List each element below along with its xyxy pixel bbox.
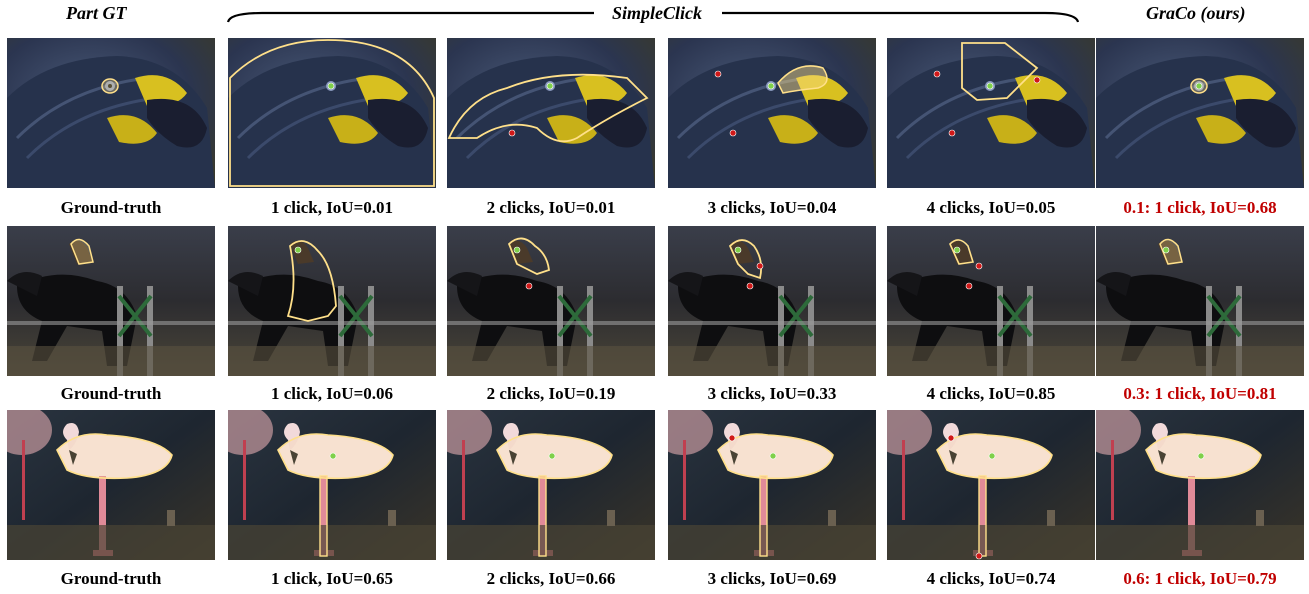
image-parrot-simpleclick-4 — [887, 38, 1095, 188]
caption-ground-truth: Ground-truth — [60, 198, 162, 217]
image-flamingo-simpleclick-3 — [668, 410, 876, 560]
scene-horse-rider — [668, 226, 876, 376]
caption-ground-truth: Ground-truth — [60, 384, 162, 403]
caption-graco: 0.6: 1 click, IoU=0.79 — [1123, 569, 1277, 588]
scene-flamingo — [447, 410, 655, 560]
scene-flamingo — [887, 410, 1095, 560]
image-flamingo-simpleclick-2 — [447, 410, 655, 560]
scene-parrot — [1096, 38, 1304, 188]
image-parrot-simpleclick-1 — [228, 38, 436, 188]
caption-simpleclick: 4 clicks, IoU=0.05 — [926, 198, 1056, 217]
header-graco: GraCo (ours) — [1146, 3, 1246, 23]
image-horse-rider-simpleclick-1 — [228, 226, 436, 376]
scene-flamingo — [668, 410, 876, 560]
image-flamingo-simpleclick-1 — [228, 410, 436, 560]
image-horse-rider-graco — [1096, 226, 1304, 376]
image-flamingo-graco — [1096, 410, 1304, 560]
scene-horse-rider — [7, 226, 215, 376]
scene-parrot — [668, 38, 876, 188]
image-parrot-graco — [1096, 38, 1304, 188]
caption-graco: 0.3: 1 click, IoU=0.81 — [1123, 384, 1277, 403]
caption-simpleclick: 2 clicks, IoU=0.01 — [486, 198, 616, 217]
image-horse-rider-simpleclick-4 — [887, 226, 1095, 376]
scene-parrot — [887, 38, 1095, 188]
caption-ground-truth: Ground-truth — [60, 569, 162, 588]
image-flamingo-ground-truth — [7, 410, 215, 560]
header-simpleclick: SimpleClick — [612, 3, 702, 23]
caption-simpleclick: 4 clicks, IoU=0.85 — [926, 384, 1056, 403]
image-parrot-ground-truth — [7, 38, 215, 188]
scene-flamingo — [7, 410, 215, 560]
caption-simpleclick: 3 clicks, IoU=0.04 — [707, 198, 837, 217]
simpleclick-brace — [226, 11, 1080, 23]
image-parrot-simpleclick-3 — [668, 38, 876, 188]
scene-flamingo — [1096, 410, 1304, 560]
caption-simpleclick: 2 clicks, IoU=0.66 — [486, 569, 616, 588]
caption-simpleclick: 1 click, IoU=0.65 — [270, 569, 394, 588]
scene-parrot — [7, 38, 215, 188]
image-horse-rider-simpleclick-2 — [447, 226, 655, 376]
caption-simpleclick: 4 clicks, IoU=0.74 — [926, 569, 1056, 588]
scene-horse-rider — [1096, 226, 1304, 376]
header-part-gt: Part GT — [66, 3, 127, 23]
image-flamingo-simpleclick-4 — [887, 410, 1095, 560]
scene-parrot — [228, 38, 436, 188]
caption-simpleclick: 3 clicks, IoU=0.33 — [707, 384, 837, 403]
caption-simpleclick: 1 click, IoU=0.06 — [270, 384, 394, 403]
scene-horse-rider — [887, 226, 1095, 376]
scene-parrot — [447, 38, 655, 188]
image-horse-rider-simpleclick-3 — [668, 226, 876, 376]
scene-horse-rider — [447, 226, 655, 376]
image-parrot-simpleclick-2 — [447, 38, 655, 188]
scene-horse-rider — [228, 226, 436, 376]
caption-simpleclick: 3 clicks, IoU=0.69 — [707, 569, 837, 588]
caption-graco: 0.1: 1 click, IoU=0.68 — [1123, 198, 1277, 217]
scene-flamingo — [228, 410, 436, 560]
caption-simpleclick: 1 click, IoU=0.01 — [270, 198, 394, 217]
image-horse-rider-ground-truth — [7, 226, 215, 376]
caption-simpleclick: 2 clicks, IoU=0.19 — [486, 384, 616, 403]
